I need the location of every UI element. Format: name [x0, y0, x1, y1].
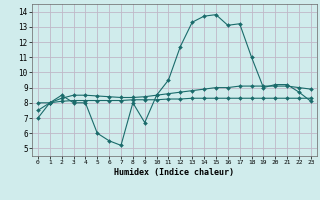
- X-axis label: Humidex (Indice chaleur): Humidex (Indice chaleur): [115, 168, 234, 177]
